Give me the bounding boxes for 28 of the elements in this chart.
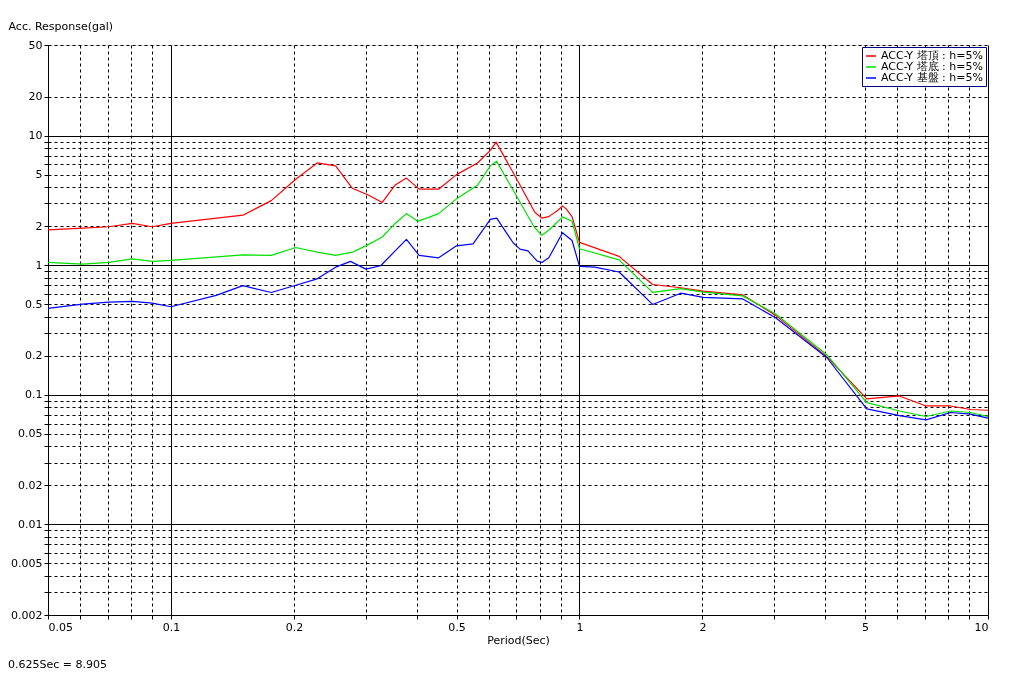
x-tick-label: 2 — [699, 620, 707, 634]
y-tick-label: 10 — [28, 129, 43, 143]
x-tick-label: 0.5 — [448, 620, 466, 634]
x-axis-title: Period(Sec) — [487, 633, 550, 647]
legend-label: ACC-Y 塔頂 : h=5% — [881, 49, 983, 62]
x-tick-label: 5 — [862, 620, 870, 634]
y-tick-label: 2 — [35, 219, 43, 233]
y-tick-label: 0.002 — [11, 608, 43, 622]
legend-label: ACC-Y 基盤 : h=5% — [881, 71, 983, 84]
x-tick-label: 10 — [974, 620, 989, 634]
y-tick-label: 0.5 — [25, 297, 43, 311]
y-tick-label: 0.005 — [11, 556, 43, 570]
x-tick-label: 1 — [576, 620, 584, 634]
x-tick-label: 0.1 — [162, 620, 181, 634]
y-tick-label: 0.05 — [18, 427, 43, 441]
y-tick-label: 0.02 — [18, 478, 43, 492]
y-axis-title: Acc. Response(gal) — [8, 19, 114, 33]
text: 0.625Sec = 8.905 — [8, 658, 107, 671]
x-tick-label: 0.2 — [285, 620, 304, 634]
y-tick-label: 0.01 — [18, 517, 43, 531]
y-tick-label: 50 — [28, 38, 43, 52]
y-tick-label: 0.1 — [25, 388, 43, 402]
x-tick-label: 0.05 — [48, 620, 73, 634]
y-tick-label: 5 — [35, 168, 43, 182]
y-tick-label: 1 — [35, 258, 43, 272]
y-tick-label: 0.2 — [25, 349, 43, 363]
y-tick-label: 20 — [28, 90, 43, 104]
legend-label: ACC-Y 塔底 : h=5% — [881, 60, 983, 73]
